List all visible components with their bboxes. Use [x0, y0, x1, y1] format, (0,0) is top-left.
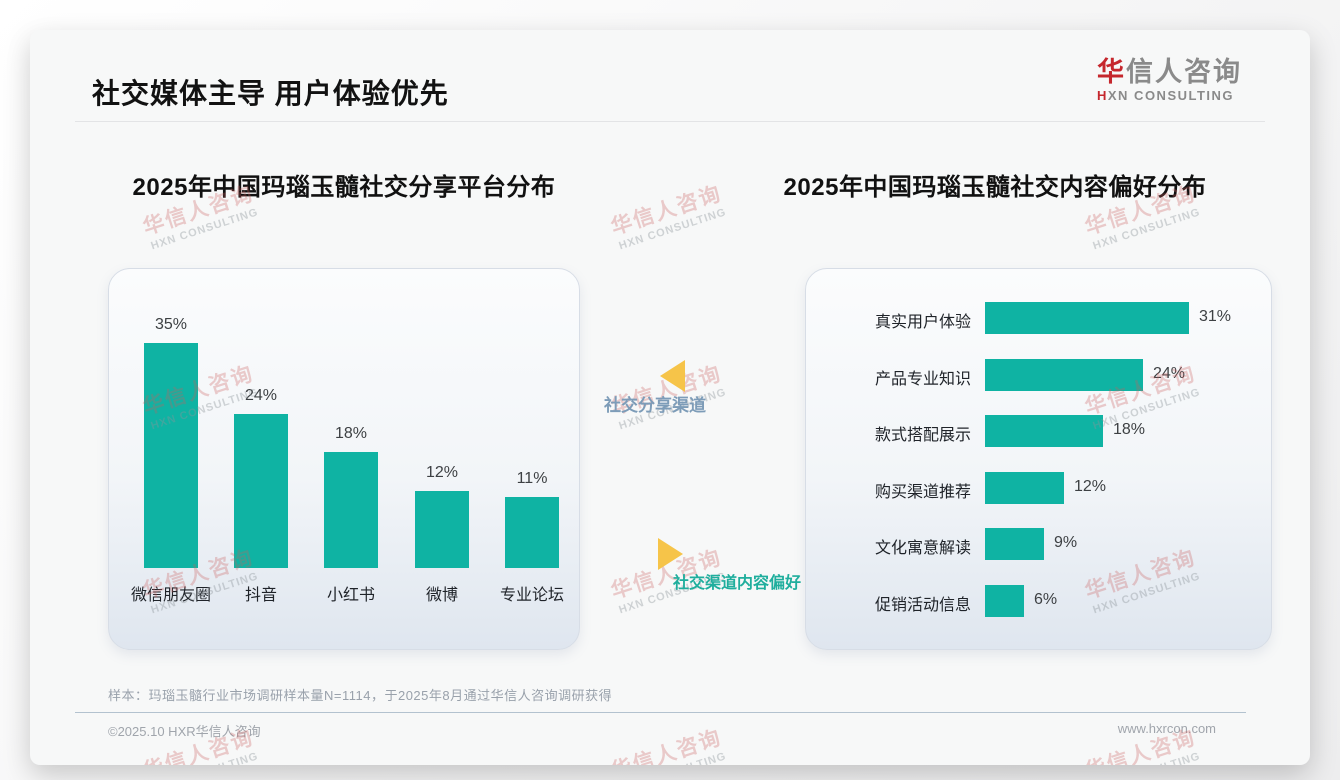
bar-category-label: 产品专业知识: [874, 371, 971, 388]
bar-专业论坛: [505, 497, 559, 568]
bar-抖音: [234, 414, 288, 568]
bar-真实用户体验: [985, 302, 1189, 334]
watermark-en: HXN CONSULTING: [122, 741, 287, 765]
footer-copyright: ©2025.10 HXR华信人咨询: [108, 724, 261, 739]
bar-款式搭配展示: [985, 415, 1103, 447]
right-chart-panel: 真实用户体验 31% 产品专业知识 24% 款式搭配展示 18% 购买渠道推荐 12% 文化寓意…: [805, 268, 1272, 650]
logo-chinese-text: 华信人咨询: [1097, 57, 1242, 87]
logo-english-text: HXN CONSULTING: [1097, 87, 1235, 103]
bar-value-label: 31%: [1199, 308, 1232, 325]
page-title: 社交媒体主导 用户体验优先: [92, 78, 449, 109]
bar-value-label: 6%: [1034, 591, 1058, 608]
footer-divider: [75, 712, 1246, 713]
mid-label-content-preference: 社交渠道内容偏好: [672, 575, 801, 592]
bar-category-label: 促销活动信息: [874, 597, 971, 614]
slide-card: 社交媒体主导 用户体验优先 华信人咨询 HXN CONSULTING 2025年…: [30, 30, 1310, 765]
watermark-zh: 华信人咨询: [608, 182, 725, 240]
arrow-left-icon: [660, 360, 685, 392]
bar-value-label: 9%: [1054, 534, 1078, 551]
company-logo: 华信人咨询 HXN CONSULTING: [1097, 57, 1242, 103]
bar-category-label: 微博: [425, 587, 458, 604]
bar-value-label: 18%: [334, 425, 368, 442]
header-divider: [75, 121, 1265, 122]
right-chart-title: 2025年中国玛瑙玉髓社交内容偏好分布: [783, 174, 1207, 201]
bar-value-label: 24%: [1153, 365, 1186, 382]
bar-value-label: 18%: [1113, 421, 1146, 438]
bar-value-label: 12%: [425, 464, 459, 481]
watermark-zh: 华信人咨询: [608, 726, 725, 765]
watermark-en: HXN CONSULTING: [1091, 206, 1202, 253]
watermark-en: HXN CONSULTING: [149, 206, 260, 253]
bar-category-label: 真实用户体验: [874, 314, 971, 331]
bar-category-label: 微信朋友圈: [130, 587, 211, 604]
bar-category-label: 专业论坛: [499, 587, 564, 604]
bar-value-label: 24%: [244, 387, 278, 404]
bar-产品专业知识: [985, 359, 1143, 391]
bar-category-label: 购买渠道推荐: [874, 484, 971, 501]
left-chart-panel: 35% 微信朋友圈 24% 抖音 18% 小红书 12% 微博 11% 专业论坛: [108, 268, 580, 650]
bar-value-label: 35%: [154, 316, 188, 333]
watermark-en: HXN CONSULTING: [590, 741, 755, 765]
footer-website: www.hxrcon.com: [1117, 721, 1216, 736]
bar-文化寓意解读: [985, 528, 1044, 560]
bar-微信朋友圈: [144, 343, 198, 568]
bar-value-label: 12%: [1074, 478, 1107, 495]
left-chart-title: 2025年中国玛瑙玉髓社交分享平台分布: [132, 174, 556, 201]
watermark-en: HXN CONSULTING: [617, 206, 728, 253]
watermark-en: HXN CONSULTING: [1064, 741, 1229, 765]
arrow-right-icon: [658, 538, 683, 570]
sample-footnote: 样本：玛瑙玉髓行业市场调研样本量N=1114，于2025年8月通过华信人咨询调研…: [108, 688, 613, 703]
bar-category-label: 小红书: [326, 587, 375, 604]
bar-促销活动信息: [985, 585, 1024, 617]
bar-微博: [415, 491, 469, 568]
bar-category-label: 文化寓意解读: [874, 540, 971, 557]
bar-category-label: 抖音: [244, 587, 277, 604]
bar-category-label: 款式搭配展示: [874, 427, 971, 444]
mid-label-share-channels: 社交分享渠道: [604, 396, 706, 415]
bar-小红书: [324, 452, 378, 568]
bar-购买渠道推荐: [985, 472, 1064, 504]
bar-value-label: 11%: [516, 470, 548, 487]
